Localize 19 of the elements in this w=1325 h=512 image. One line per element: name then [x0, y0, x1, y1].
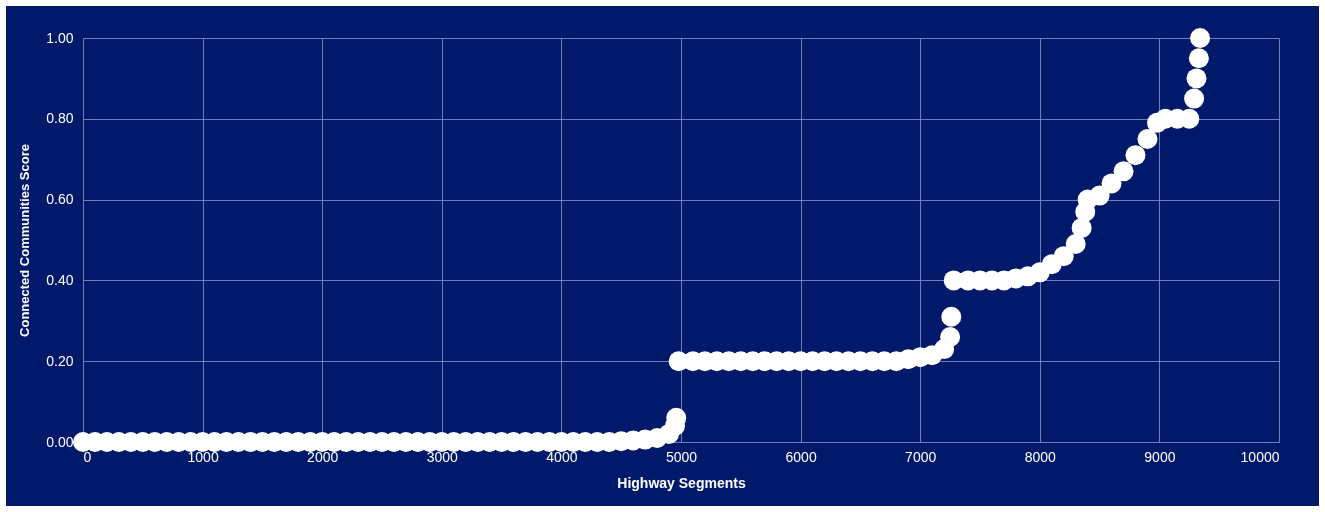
y-tick-label: 0.00: [46, 433, 74, 450]
y-tick-label: 0.80: [46, 110, 74, 127]
x-tick-label: 1000: [187, 448, 219, 465]
x-tick-label: 3000: [426, 448, 459, 465]
y-tick-label: 0.20: [46, 352, 74, 369]
y-tick-label: 1.00: [46, 29, 74, 46]
y-axis-title: Connected Communities Score: [17, 144, 33, 337]
x-tick-label: 8000: [1024, 448, 1057, 465]
x-tick-label: 9000: [1144, 448, 1176, 465]
x-tick-label: 0: [83, 448, 92, 465]
y-tick-label: 0.60: [46, 191, 74, 208]
y-tick-label: 0.40: [46, 271, 74, 288]
x-tick-label: 7000: [905, 448, 937, 465]
x-tick-label: 6000: [785, 448, 817, 465]
x-tick-label: 4000: [546, 448, 578, 465]
x-tick-label: 2000: [307, 448, 339, 465]
x-tick-label: 10000: [1240, 448, 1280, 465]
x-axis-title: Highway Segments: [617, 474, 746, 491]
x-tick-label: 5000: [665, 448, 698, 465]
